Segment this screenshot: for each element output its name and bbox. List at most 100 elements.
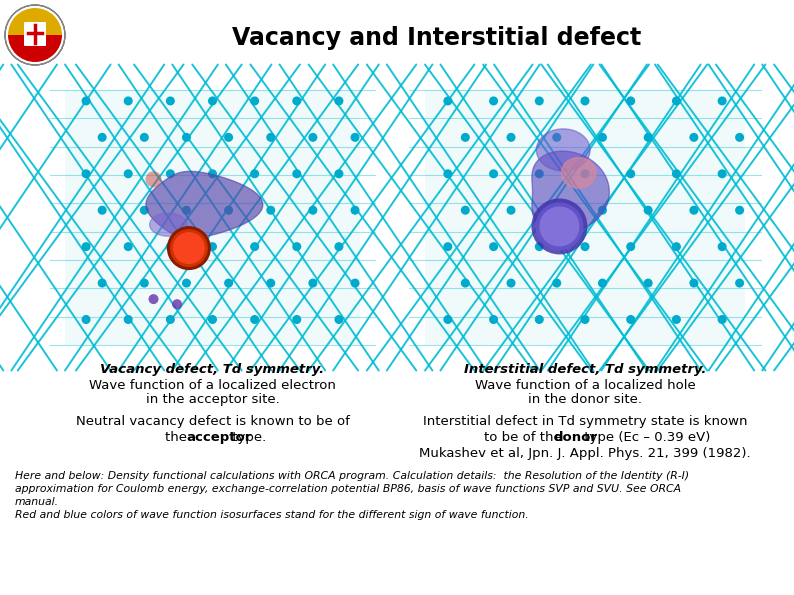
FancyBboxPatch shape xyxy=(24,22,46,46)
Circle shape xyxy=(82,96,91,105)
Circle shape xyxy=(580,315,589,324)
Text: to be of the: to be of the xyxy=(484,431,566,444)
Circle shape xyxy=(208,170,217,178)
Circle shape xyxy=(626,315,635,324)
Text: manual.: manual. xyxy=(15,497,59,507)
Circle shape xyxy=(166,242,175,251)
Circle shape xyxy=(553,278,561,287)
Text: Red and blue colors of wave function isosurfaces stand for the different sign of: Red and blue colors of wave function iso… xyxy=(15,510,529,520)
Circle shape xyxy=(535,315,544,324)
Text: type.: type. xyxy=(229,431,267,444)
Text: the: the xyxy=(165,431,191,444)
Circle shape xyxy=(531,198,588,255)
Circle shape xyxy=(124,242,133,251)
Circle shape xyxy=(292,96,301,105)
Polygon shape xyxy=(149,213,187,236)
Circle shape xyxy=(266,133,276,142)
Circle shape xyxy=(82,242,91,251)
Circle shape xyxy=(208,96,217,105)
Wedge shape xyxy=(8,8,62,35)
Text: Neutral vacancy defect is known to be of: Neutral vacancy defect is known to be of xyxy=(75,415,349,428)
Circle shape xyxy=(539,206,580,246)
Circle shape xyxy=(598,206,607,215)
Circle shape xyxy=(170,229,208,267)
Circle shape xyxy=(124,170,133,178)
Circle shape xyxy=(507,278,515,287)
Circle shape xyxy=(672,315,681,324)
Circle shape xyxy=(5,5,65,65)
Circle shape xyxy=(292,242,301,251)
Circle shape xyxy=(507,133,515,142)
Circle shape xyxy=(250,315,259,324)
Text: Mukashev et al, Jpn. J. Appl. Phys. 21, 399 (1982).: Mukashev et al, Jpn. J. Appl. Phys. 21, … xyxy=(419,447,751,460)
Circle shape xyxy=(598,133,607,142)
Circle shape xyxy=(172,299,182,309)
Circle shape xyxy=(224,206,233,215)
Text: Interstitial defect, Td symmetry.: Interstitial defect, Td symmetry. xyxy=(464,363,706,376)
Circle shape xyxy=(148,294,159,304)
Circle shape xyxy=(98,206,106,215)
Circle shape xyxy=(334,170,344,178)
Circle shape xyxy=(489,170,498,178)
Circle shape xyxy=(182,278,191,287)
Wedge shape xyxy=(8,35,62,62)
Circle shape xyxy=(735,206,744,215)
Circle shape xyxy=(350,133,360,142)
Circle shape xyxy=(167,226,211,270)
Circle shape xyxy=(166,96,175,105)
Circle shape xyxy=(443,315,453,324)
Polygon shape xyxy=(537,129,590,171)
Circle shape xyxy=(580,242,589,251)
Circle shape xyxy=(124,315,133,324)
Circle shape xyxy=(334,315,344,324)
Circle shape xyxy=(182,133,191,142)
Circle shape xyxy=(535,96,544,105)
Circle shape xyxy=(140,206,148,215)
Text: Here and below: Density functional calculations with ORCA program. Calculation d: Here and below: Density functional calcu… xyxy=(15,471,689,481)
Text: Interstitial defect in Td symmetry state is known: Interstitial defect in Td symmetry state… xyxy=(422,415,747,428)
Circle shape xyxy=(124,96,133,105)
Circle shape xyxy=(145,171,161,187)
Polygon shape xyxy=(146,171,263,238)
Bar xyxy=(65,90,360,345)
Circle shape xyxy=(443,242,453,251)
Circle shape xyxy=(224,278,233,287)
Circle shape xyxy=(626,170,635,178)
Circle shape xyxy=(553,206,561,215)
Circle shape xyxy=(350,278,360,287)
Text: in the donor site.: in the donor site. xyxy=(528,393,642,406)
Circle shape xyxy=(308,133,318,142)
Circle shape xyxy=(489,96,498,105)
Circle shape xyxy=(644,206,653,215)
Text: type (Ec – 0.39 eV): type (Ec – 0.39 eV) xyxy=(580,431,710,444)
Circle shape xyxy=(672,242,681,251)
Circle shape xyxy=(672,170,681,178)
Text: Vacancy defect, Td symmetry.: Vacancy defect, Td symmetry. xyxy=(100,363,325,376)
Circle shape xyxy=(98,133,106,142)
Text: in the acceptor site.: in the acceptor site. xyxy=(145,393,279,406)
Circle shape xyxy=(461,133,470,142)
Circle shape xyxy=(489,242,498,251)
Circle shape xyxy=(672,96,681,105)
Circle shape xyxy=(266,278,276,287)
Circle shape xyxy=(461,206,470,215)
Circle shape xyxy=(443,170,453,178)
Polygon shape xyxy=(532,151,609,233)
Circle shape xyxy=(82,315,91,324)
Circle shape xyxy=(553,133,561,142)
Circle shape xyxy=(644,278,653,287)
Circle shape xyxy=(250,96,259,105)
Circle shape xyxy=(718,242,727,251)
Circle shape xyxy=(689,278,699,287)
Polygon shape xyxy=(561,158,596,188)
Circle shape xyxy=(735,278,744,287)
Circle shape xyxy=(166,170,175,178)
Circle shape xyxy=(535,202,584,250)
Circle shape xyxy=(689,206,699,215)
Circle shape xyxy=(718,170,727,178)
Circle shape xyxy=(140,278,148,287)
Circle shape xyxy=(182,206,191,215)
Circle shape xyxy=(334,242,344,251)
Circle shape xyxy=(266,206,276,215)
Circle shape xyxy=(350,206,360,215)
